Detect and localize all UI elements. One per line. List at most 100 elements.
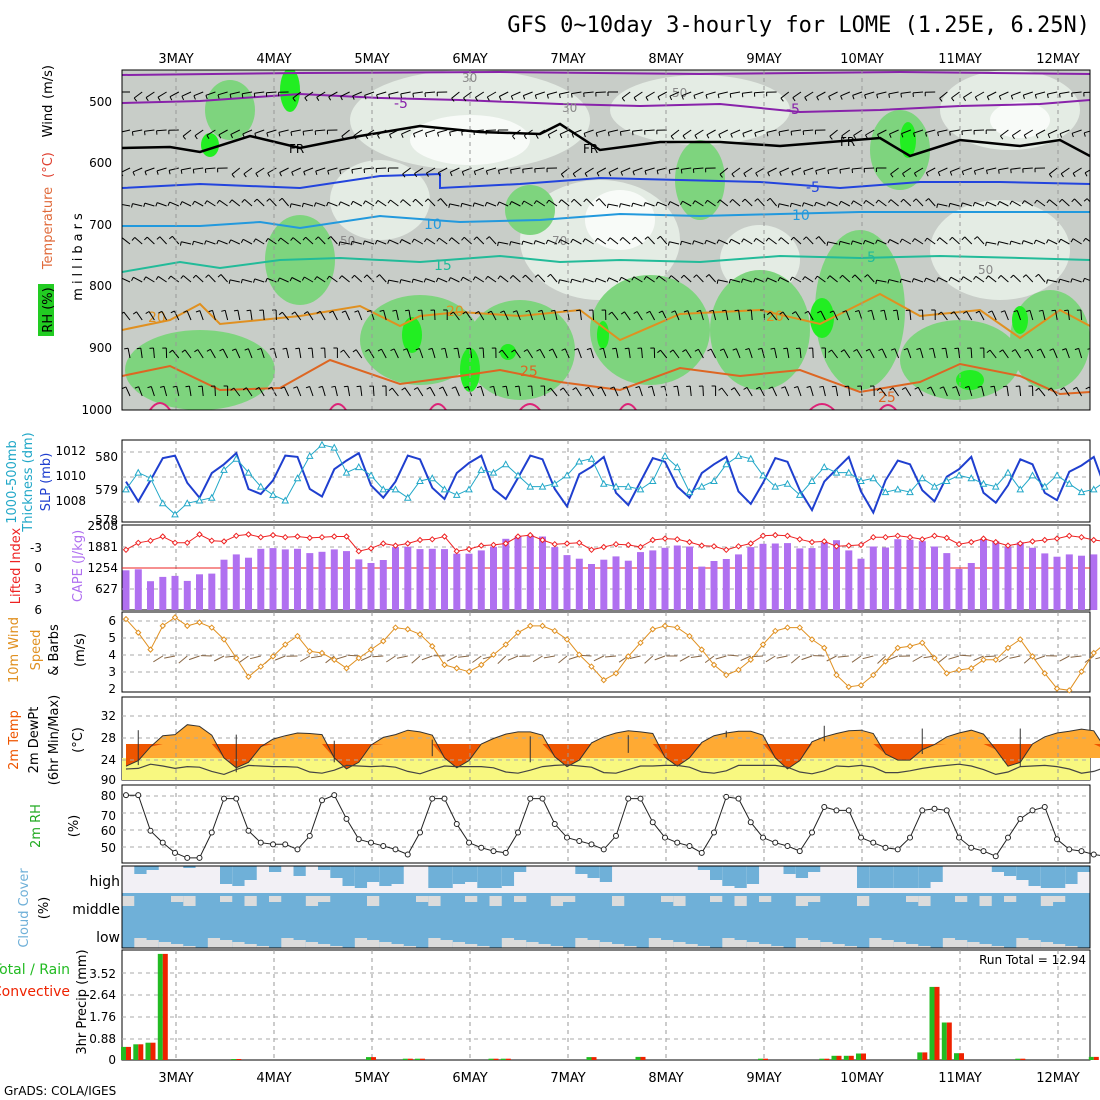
wind-barb (315, 202, 326, 207)
wind-barb-flag (301, 203, 304, 208)
wind-barb-flag (449, 131, 451, 137)
wind10-barb (558, 655, 568, 664)
rh-legend-swatch (38, 284, 54, 336)
wind-barb-flag (631, 276, 635, 281)
wind-barb-flag (362, 200, 366, 205)
wind-barb-flag (437, 132, 440, 137)
low-cloud-gap (281, 938, 294, 948)
wind-barb-flag (363, 274, 368, 279)
wind-barb-flag (476, 385, 482, 389)
wind-barb (829, 275, 838, 283)
upper-air-legend: RH (%) Temperature (°C) Wind (m/s) (38, 65, 56, 336)
wind-barb (522, 167, 533, 170)
contour-label: 25 (520, 364, 538, 380)
wind-barb-flag (546, 94, 549, 99)
wind-barb (962, 202, 972, 207)
precip-total-bar (954, 1053, 959, 1060)
wind-barb-flag (411, 278, 414, 284)
wind-barb (182, 129, 192, 137)
li-point (612, 540, 620, 548)
wind-barb (681, 240, 692, 245)
temperature-unit-label: (°C) (41, 152, 56, 178)
rh-point (172, 849, 178, 856)
rh-point (870, 839, 877, 846)
wind-barb-flag (1035, 134, 1039, 139)
wind10-point (220, 636, 228, 643)
wind-barb-flag (229, 199, 233, 204)
wind-barb-flag (131, 203, 133, 208)
wind-barb-flag (1058, 198, 1063, 203)
contour-label: FR (289, 142, 304, 156)
wind-barb-flag (900, 198, 904, 203)
wind-barb-flag (155, 276, 159, 280)
wind-barb-flag (998, 95, 1002, 100)
wind-barb-flag (180, 169, 183, 174)
wind-barb-flag (706, 134, 710, 139)
wind-barb (150, 386, 155, 397)
wind-barb-flag (632, 171, 635, 176)
wind-barb-flag (402, 348, 408, 351)
wind-barb-flag (621, 97, 625, 102)
low-cloud-gap (759, 944, 772, 948)
high-cloud-bar (269, 866, 282, 872)
wind-barb (1016, 310, 1022, 321)
wind-barb (852, 91, 863, 96)
top-date-axis: 3MAY 4MAY 5MAY 6MAY 7MAY 8MAY 9MAY 10MAY… (158, 52, 1080, 67)
wind-barb-flag (461, 171, 465, 176)
wind-barb-flag (570, 198, 575, 203)
wind10-point (404, 626, 411, 633)
wind-barb-flag (998, 169, 1000, 174)
thickness-point (612, 482, 620, 490)
wind-barb-flag (974, 96, 978, 101)
wind-barb (913, 129, 924, 134)
wind-barb-flag (671, 310, 676, 313)
wind-barb (197, 349, 204, 359)
rh-point (649, 819, 656, 826)
wind-barb (461, 129, 472, 133)
thickness-point (232, 454, 241, 462)
li-point (465, 545, 473, 553)
cape-bar (343, 551, 350, 610)
wind-barb-flag (669, 349, 674, 353)
wind10-point (159, 622, 166, 630)
wind-barb-flag (709, 309, 714, 312)
rh2m-axis-label: 2m RH (29, 804, 44, 848)
wind-barb (694, 200, 704, 207)
thickness-tick: 580 (95, 450, 118, 464)
wind-barb-flag (635, 386, 640, 389)
wind-barb (712, 310, 717, 321)
rh-point (319, 797, 325, 804)
wind-barb (437, 129, 448, 134)
wind-barb-flag (278, 132, 281, 137)
rh-point (882, 844, 889, 851)
wind-barb-flag (216, 200, 220, 204)
wind-barb (877, 129, 887, 135)
wind-barb (426, 167, 436, 174)
thickness-point (146, 474, 155, 482)
wind-barb-flag (572, 387, 577, 391)
wind-barb (572, 167, 582, 175)
wind-barb (127, 348, 131, 359)
thickness-point (832, 468, 841, 476)
wind-barb-flag (221, 309, 226, 312)
wind-barb-flag (693, 274, 697, 278)
wind-barb (465, 311, 473, 321)
wind10-point (992, 656, 999, 663)
wind-barb (230, 129, 241, 135)
bottom-date-label: 3MAY (158, 1071, 193, 1086)
wind-barb-flag (960, 276, 964, 281)
wind-barb-flag (414, 173, 418, 178)
wind-barb (843, 349, 851, 359)
li-point (968, 538, 975, 546)
precip-convective-bar (763, 1058, 768, 1060)
wind10-point (600, 676, 607, 684)
precip-convective-bar (126, 1046, 131, 1060)
wind-barb-flag (242, 387, 247, 391)
wind-barb-flag (864, 274, 868, 278)
wind-barb (831, 349, 838, 359)
wind-barb (636, 311, 643, 321)
wind-barb-flag (804, 310, 809, 314)
wind-barb (621, 91, 631, 99)
li-point (257, 533, 264, 541)
wind-barb (414, 167, 424, 175)
